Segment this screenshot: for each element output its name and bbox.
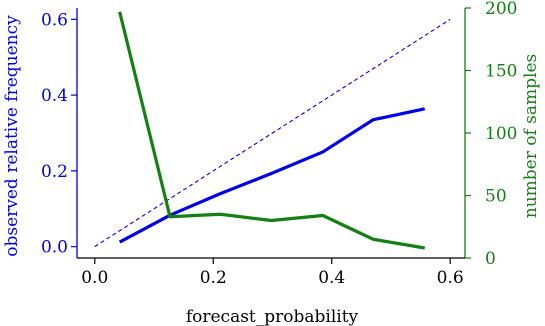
perfect-calibration-line [94, 18, 451, 248]
x-tick-label: 0.6 [437, 268, 464, 288]
x-tick-label: 0.0 [81, 268, 108, 288]
y-axis-right-label: number of samples [521, 54, 541, 219]
plot-area [94, 11, 451, 250]
x-axis-label: forecast_probability [186, 307, 359, 326]
reliability-curve [118, 107, 426, 244]
y-right-tick-label: 50 [485, 187, 507, 207]
y-left-tick-label: 0.6 [41, 10, 68, 30]
x-tick-label: 0.4 [318, 268, 345, 288]
y-right-tick-label: 100 [485, 124, 517, 144]
y-right-tick-label: 150 [485, 62, 517, 82]
y-right-tick-label: 200 [485, 0, 517, 19]
axes: 0.0 0.2 0.4 0.6 0.0 0.2 0.4 0.6 0 50 100 150 200 [41, 0, 518, 288]
y-axis-left-label: observed relative frequency [2, 15, 22, 257]
samples-curve [118, 11, 425, 250]
y-right-tick-label: 0 [485, 249, 496, 269]
y-left-tick-label: 0.0 [41, 238, 68, 258]
y-left-tick-label: 0.4 [41, 86, 68, 106]
y-left-tick-label: 0.2 [41, 162, 68, 182]
x-tick-label: 0.2 [200, 268, 227, 288]
